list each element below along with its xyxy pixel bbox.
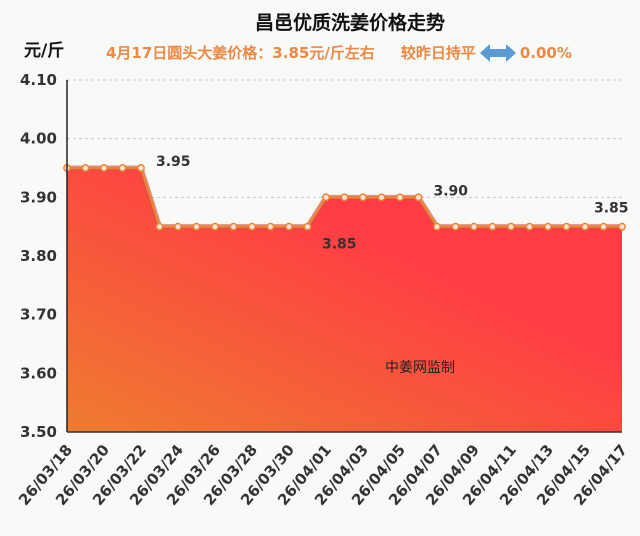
data-point [488,222,497,231]
watermark: 中姜网监制 [385,360,455,376]
data-point [137,164,145,172]
data-point [100,164,108,172]
data-label: 3.95 [156,154,191,170]
data-point [81,164,90,172]
data-point [618,222,626,231]
data-point [155,222,164,231]
data-point [192,222,201,231]
data-point [377,193,386,202]
data-point [470,222,478,231]
data-point [118,164,127,172]
subtitle-row: 4月17日圆头大姜价格：3.85元/斤左右 较昨日持平 0.00% [106,42,572,63]
area-fill [67,168,622,432]
y-tick-label: 3.50 [20,423,57,441]
data-point [211,222,219,231]
data-label: 3.85 [594,201,629,217]
y-axis-unit: 元/斤 [24,41,65,61]
data-point [433,222,441,231]
change-text: 较昨日持平 [400,44,476,62]
data-point [340,193,349,202]
y-tick-label: 3.70 [20,306,57,324]
data-point [229,222,238,231]
data-point [451,222,460,231]
y-tick-label: 4.00 [20,130,57,148]
data-point [414,193,423,202]
y-tick-label: 3.60 [20,364,57,382]
chart-title: 昌邑优质洗姜价格走势 [254,12,445,34]
y-tick-label: 3.90 [20,188,57,206]
data-point [599,222,608,231]
y-tick-label: 3.80 [20,247,57,265]
data-label: 3.90 [434,183,469,199]
double-arrow-icon [479,43,516,62]
data-point [581,222,589,231]
data-point [174,222,182,231]
data-point [525,222,534,231]
data-point [303,222,312,231]
data-point [359,193,367,202]
data-point [507,222,515,231]
data-point [322,193,330,202]
data-point [562,222,571,231]
data-point [285,222,293,231]
data-label: 3.85 [322,237,357,253]
change-value: 0.00% [519,43,572,62]
data-point [266,222,275,231]
data-point [248,222,256,231]
data-point [544,222,552,231]
price-subtitle: 4月17日圆头大姜价格：3.85元/斤左右 [106,44,375,62]
y-tick-label: 4.10 [20,71,57,89]
data-point [396,193,404,202]
